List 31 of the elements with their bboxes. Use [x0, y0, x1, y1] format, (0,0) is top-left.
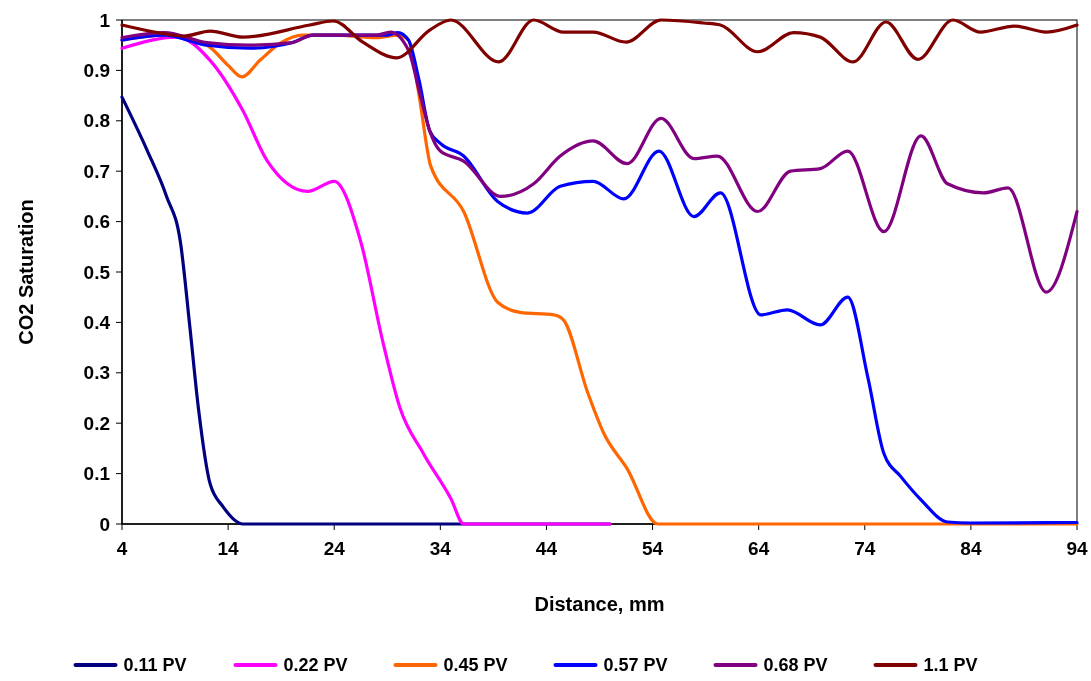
y-tick-label: 0	[99, 513, 110, 535]
x-tick-label: 34	[429, 538, 452, 559]
x-axis-title: Distance, mm	[534, 593, 665, 615]
y-tick-label: 0.5	[83, 261, 111, 283]
line-series	[120, 30, 1079, 294]
x-tick-label: 4	[116, 538, 128, 559]
y-tick-label: 0.8	[83, 110, 110, 132]
legend-label: 0.22 PV	[283, 655, 348, 676]
y-tick-label: 0.4	[83, 312, 111, 334]
x-tick-label: 84	[960, 538, 982, 559]
legend-label: 0.57 PV	[603, 655, 668, 676]
legend-label: 0.11 PV	[123, 655, 187, 676]
x-tick-label: 64	[748, 538, 770, 559]
legend-label: 0.68 PV	[763, 655, 828, 676]
y-tick-label: 0.7	[83, 160, 110, 182]
y-tick-label: 0.6	[83, 211, 110, 233]
y-tick-label: 0.9	[83, 60, 110, 82]
line-series	[120, 18, 1079, 64]
x-tick-label: 54	[641, 538, 664, 559]
legend-label: 0.45 PV	[443, 655, 508, 676]
y-tick-label: 0.2	[83, 412, 110, 434]
x-tick-label: 24	[323, 538, 346, 559]
x-tick-label: 74	[854, 538, 876, 559]
y-tick-label: 0.3	[83, 362, 110, 384]
legend-label: 1.1 PV	[923, 655, 978, 676]
x-tick-label: 94	[1066, 538, 1088, 559]
y-tick-label: 1	[99, 9, 111, 31]
y-axis-title: CO2 Saturation	[15, 199, 37, 345]
x-tick-label: 44	[535, 538, 558, 559]
y-tick-label: 0.1	[83, 463, 111, 485]
x-tick-label: 14	[217, 538, 240, 559]
